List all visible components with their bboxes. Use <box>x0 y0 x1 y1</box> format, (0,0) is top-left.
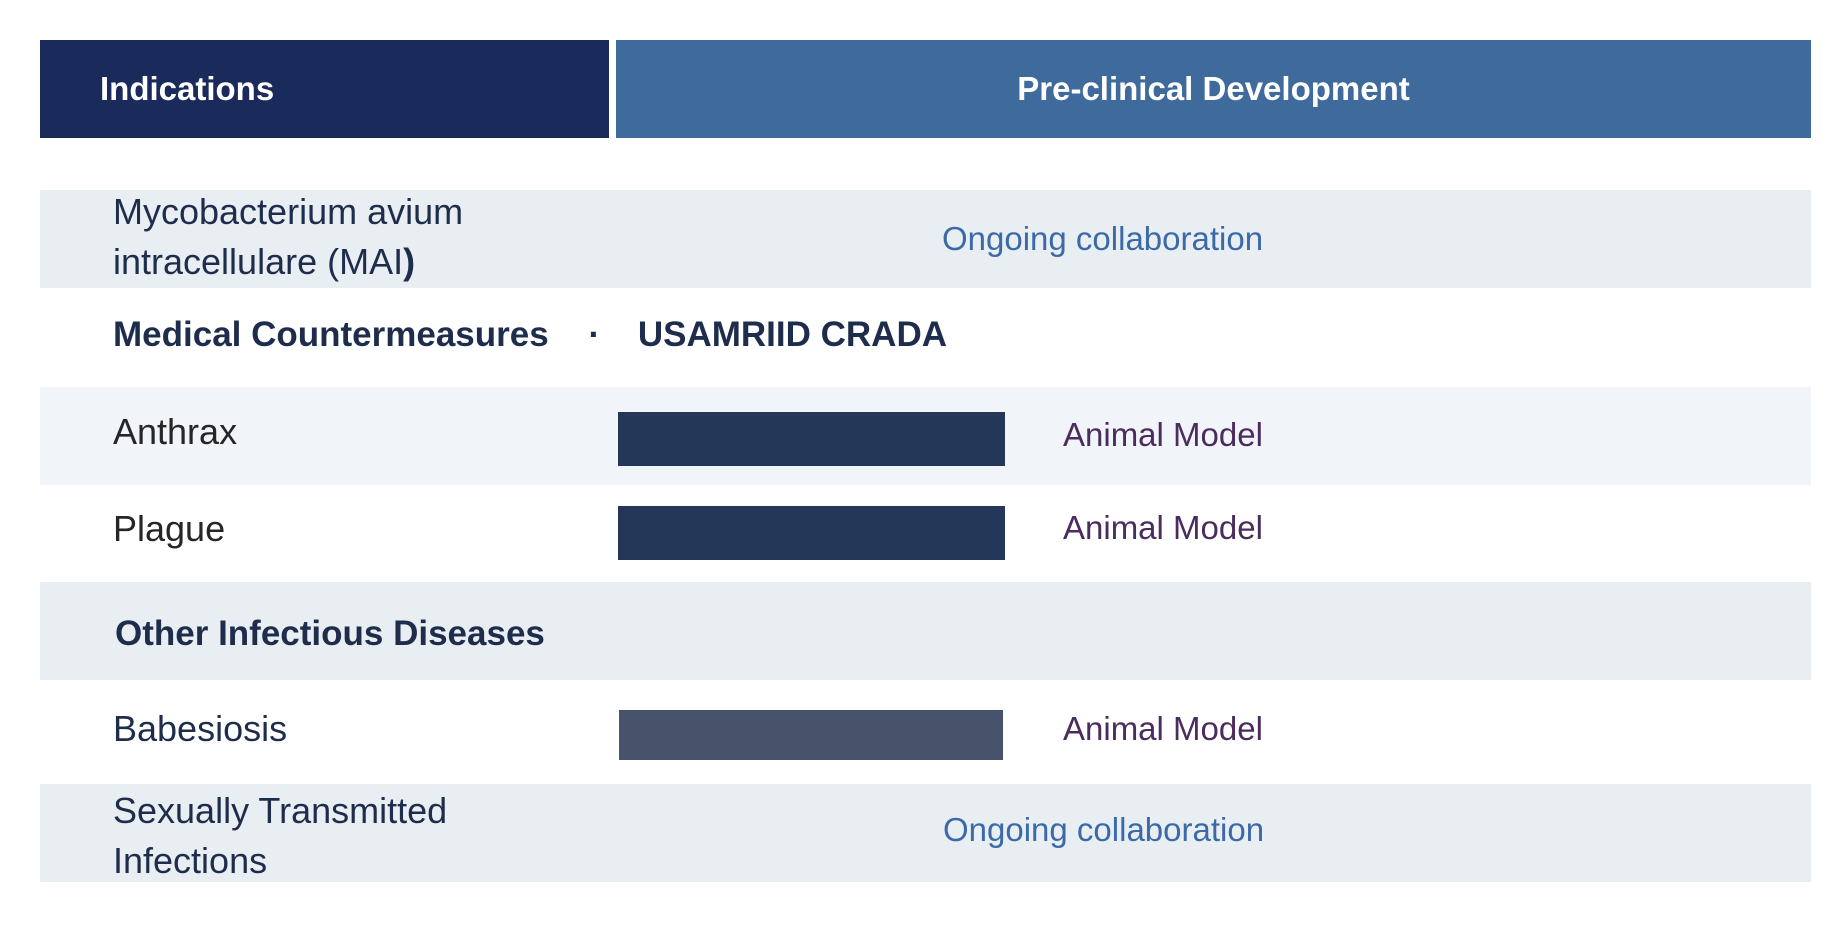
row-babesiosis-label: Babesiosis <box>113 708 288 749</box>
row-mai <box>40 190 1811 288</box>
row-other-infectious-diseases <box>40 582 1811 680</box>
section-medical-countermeasures-title: Medical Countermeasures <box>113 315 549 354</box>
row-mai-label-line1: Mycobacterium avium <box>113 191 464 232</box>
row-mai-status: Ongoing collaboration <box>942 220 1264 257</box>
row-sti-label-line2: Infections <box>113 840 268 881</box>
preclinical-header: Pre-clinical Development <box>616 40 1811 138</box>
row-babesiosis-bar <box>619 710 1003 760</box>
section-medical-countermeasures: Medical Countermeasures · USAMRIID CRADA <box>113 315 947 355</box>
row-plague-bar <box>618 506 1005 560</box>
row-mai-label: Mycobacterium avium intracellulare (MAI) <box>113 187 463 287</box>
indications-header-label: Indications <box>100 70 275 107</box>
row-mai-label-line2-text: intracellulare (MAI <box>113 241 404 282</box>
section-other-infectious-diseases-title: Other Infectious Diseases <box>115 614 545 653</box>
row-sti-label-line1: Sexually Transmitted <box>113 790 448 831</box>
row-plague-label: Plague <box>113 508 226 549</box>
preclinical-header-label: Pre-clinical Development <box>1017 70 1410 107</box>
section-separator: · <box>588 315 601 354</box>
row-sti-label: Sexually Transmitted Infections <box>113 786 447 886</box>
row-mai-label-line2: intracellulare (MAI) <box>113 237 463 287</box>
section-partner-label: USAMRIID CRADA <box>637 315 947 354</box>
row-sti <box>40 784 1811 882</box>
row-babesiosis-stage: Animal Model <box>1063 710 1263 747</box>
indications-header: Indications <box>40 40 609 138</box>
row-anthrax-label: Anthrax <box>113 411 238 452</box>
row-mai-label-paren: ) <box>403 241 416 282</box>
row-anthrax-bar <box>618 412 1005 466</box>
row-plague-stage: Animal Model <box>1063 509 1263 546</box>
row-sti-status: Ongoing collaboration <box>943 811 1265 848</box>
row-anthrax-stage: Animal Model <box>1063 416 1263 453</box>
